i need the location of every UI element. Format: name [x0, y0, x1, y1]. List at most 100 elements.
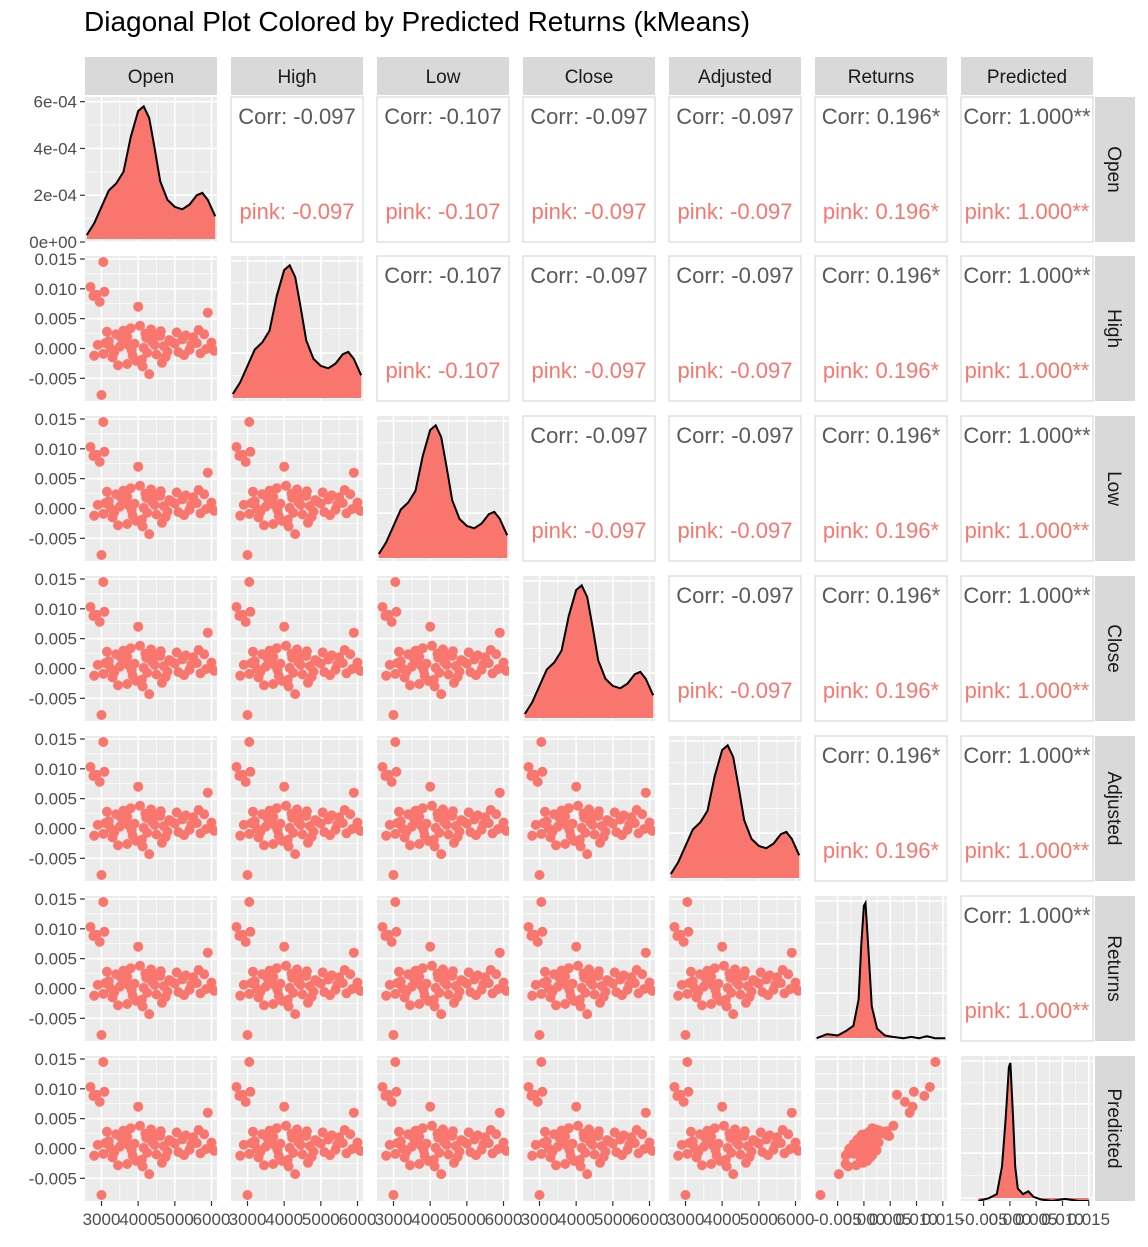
- data-point: [560, 999, 571, 1009]
- data-point: [447, 646, 458, 657]
- data-point: [113, 680, 123, 691]
- data-point: [325, 830, 335, 841]
- x-tick-label: 5000: [448, 1210, 486, 1229]
- data-point: [171, 967, 182, 978]
- data-point: [680, 1190, 691, 1200]
- corr-text-group: Corr: -0.097 pink: -0.097: [676, 423, 793, 543]
- data-point: [186, 659, 197, 670]
- data-point: [706, 1131, 717, 1142]
- data-point: [381, 670, 392, 681]
- data-point: [164, 495, 175, 506]
- strip-row-label: High: [1103, 309, 1124, 348]
- data-point: [438, 804, 448, 815]
- corr-overall: Corr: 0.196*: [822, 104, 941, 129]
- data-point: [427, 960, 437, 971]
- data-point: [582, 1169, 593, 1180]
- data-point: [231, 442, 242, 452]
- data-point: [246, 1138, 257, 1149]
- data-point: [281, 960, 291, 971]
- data-point: [595, 1157, 605, 1168]
- scatter-group: [231, 577, 363, 720]
- data-point: [281, 1120, 291, 1131]
- data-point: [930, 1057, 941, 1067]
- data-point: [235, 670, 246, 681]
- data-point: [245, 446, 256, 457]
- data-point: [414, 839, 425, 849]
- corr-panel: [668, 575, 802, 722]
- data-point: [171, 807, 182, 818]
- data-point: [644, 977, 655, 988]
- data-point: [242, 710, 253, 720]
- strip-row-close: [1095, 576, 1135, 721]
- data-point: [290, 849, 301, 860]
- data-point: [268, 1159, 279, 1169]
- data-point: [532, 1096, 543, 1107]
- data-point: [137, 681, 148, 692]
- y-tick-label: 0.000: [34, 339, 77, 358]
- data-point: [89, 350, 100, 361]
- data-point: [463, 967, 474, 978]
- y-tick-label: 0.010: [34, 1080, 77, 1099]
- data-point: [240, 776, 251, 787]
- scatter-group: [815, 1057, 941, 1200]
- corr-text-group: Corr: -0.097 pink: -0.097: [238, 104, 355, 224]
- corr-group: pink: -0.097: [532, 518, 647, 543]
- data-point: [297, 829, 308, 840]
- data-point: [268, 491, 279, 502]
- data-point: [640, 947, 651, 958]
- data-point: [297, 989, 308, 1000]
- data-point: [209, 505, 217, 516]
- data-point: [405, 840, 415, 851]
- data-point: [283, 1001, 294, 1012]
- data-point: [493, 664, 503, 675]
- data-point: [392, 978, 403, 989]
- data-point: [425, 781, 436, 792]
- y-tick-label: -0.005: [29, 529, 77, 548]
- data-point: [434, 827, 445, 838]
- corr-overall: Corr: 1.000**: [963, 583, 1091, 608]
- density-group: [85, 104, 217, 240]
- data-point: [303, 517, 313, 528]
- data-point: [434, 1147, 445, 1158]
- data-point: [414, 651, 425, 662]
- data-point: [815, 1190, 826, 1200]
- density-area: [232, 265, 362, 398]
- data-point: [94, 296, 105, 307]
- data-point: [283, 1161, 294, 1172]
- data-point: [381, 990, 392, 1001]
- data-point: [728, 1169, 739, 1180]
- data-point: [244, 668, 255, 679]
- panel-grid: [815, 1056, 947, 1201]
- corr-panel: [668, 415, 802, 562]
- data-point: [242, 550, 253, 560]
- data-point: [100, 338, 111, 349]
- x-tick-label: 4000: [265, 1210, 303, 1229]
- data-point: [564, 825, 575, 836]
- data-point: [94, 616, 105, 627]
- data-point: [99, 766, 110, 777]
- scatter-group: [85, 577, 217, 720]
- data-point: [438, 1124, 448, 1135]
- data-point: [355, 665, 363, 676]
- strip-row-high: [1095, 256, 1135, 401]
- data-point: [246, 978, 257, 989]
- data-point: [534, 1190, 545, 1200]
- data-point: [498, 817, 509, 828]
- data-point: [259, 840, 269, 851]
- data-point: [98, 988, 109, 999]
- data-point: [135, 1120, 145, 1131]
- scatter-group: [231, 737, 363, 880]
- scatter-group: [377, 1057, 509, 1200]
- y-tick-label: 0.005: [34, 310, 77, 329]
- y-tick-label: 0.000: [34, 499, 77, 518]
- data-point: [617, 1150, 627, 1161]
- data-point: [551, 1000, 561, 1011]
- data-point: [98, 1148, 109, 1159]
- data-point: [571, 1101, 582, 1112]
- y-tick-label: 0e+00: [29, 233, 77, 252]
- corr-overall: Corr: -0.107: [384, 104, 501, 129]
- data-point: [102, 806, 112, 817]
- data-point: [786, 947, 797, 958]
- data-point: [240, 456, 251, 467]
- data-point: [536, 1057, 547, 1067]
